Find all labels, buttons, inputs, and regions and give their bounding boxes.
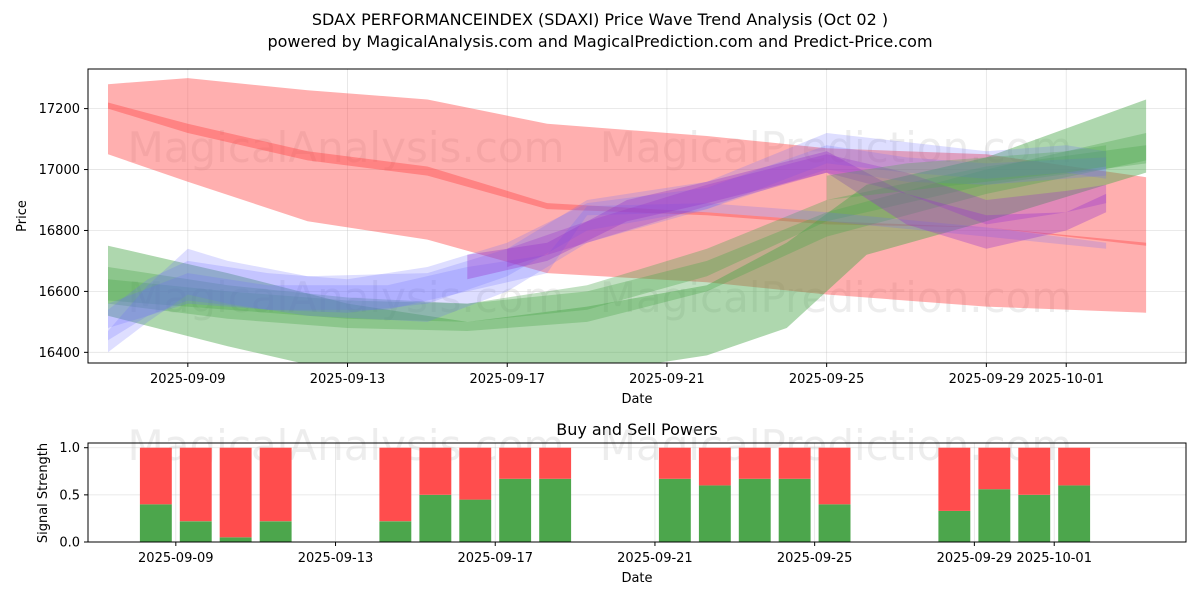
top-x-tick-label: 2025-09-13 xyxy=(310,372,386,387)
top-grid xyxy=(88,69,1186,363)
bottom-y-axis: 0.0 0.5 1.0 xyxy=(59,441,88,551)
sell-bar xyxy=(738,447,771,479)
buy-bar xyxy=(139,504,172,542)
wave-band-green-mid-2 xyxy=(108,145,1147,322)
sell-bar xyxy=(938,447,971,511)
bottom-x-tick-label: 2025-10-01 xyxy=(1016,551,1092,566)
wave-band-blue-1 xyxy=(108,133,1107,353)
bottom-y-tick-label: 1.0 xyxy=(59,441,80,456)
sell-bar xyxy=(1058,447,1091,486)
top-y-axis-label: Price xyxy=(15,200,30,232)
bottom-x-tick-label: 2025-09-17 xyxy=(457,551,533,566)
band-group xyxy=(108,78,1147,363)
buy-bar xyxy=(419,494,452,542)
buy-bar xyxy=(738,478,771,542)
top-x-axis-label: Date xyxy=(621,392,652,407)
top-x-tick-label: 2025-09-29 xyxy=(949,372,1025,387)
top-y-tick-label: 16600 xyxy=(39,285,80,300)
bottom-y-axis-label: Signal Strength xyxy=(36,443,51,543)
buy-bar xyxy=(938,510,971,542)
wave-band-blue-3 xyxy=(108,203,1107,328)
wave-band-purple-1 xyxy=(467,151,1107,280)
sell-bar xyxy=(139,447,172,505)
bottom-chart-title: Buy and Sell Powers xyxy=(556,420,718,439)
top-x-tick-label: 2025-09-17 xyxy=(469,372,545,387)
buy-bar xyxy=(1058,485,1091,542)
top-watermarks: MagicalAnalysis.com MagicalPrediction.co… xyxy=(128,123,1073,322)
buy-sell-bars xyxy=(139,447,1091,542)
sell-bar xyxy=(778,447,811,479)
bottom-x-tick-label: 2025-09-13 xyxy=(298,551,374,566)
sell-bar xyxy=(978,447,1011,490)
wave-band-green-mid-1 xyxy=(108,133,1147,331)
sell-bar xyxy=(219,447,252,538)
buy-bar xyxy=(658,478,691,542)
top-y-axis: 16400 16600 16800 17000 17200 xyxy=(39,102,88,361)
top-y-tick-label: 16400 xyxy=(39,346,80,361)
top-y-tick-label: 16800 xyxy=(39,224,80,239)
bottom-x-tick-label: 2025-09-29 xyxy=(937,551,1013,566)
sell-bar xyxy=(698,447,731,486)
chart-title-line1: SDAX PERFORMANCEINDEX (SDAXI) Price Wave… xyxy=(312,10,888,29)
buy-bar xyxy=(778,478,811,542)
bottom-x-tick-label: 2025-09-21 xyxy=(617,551,693,566)
top-x-tick-label: 2025-10-01 xyxy=(1028,372,1104,387)
sell-bar xyxy=(499,447,532,479)
sell-bar xyxy=(818,447,851,505)
buy-bar xyxy=(978,489,1011,542)
sell-bar xyxy=(419,447,452,495)
buy-bar xyxy=(179,521,212,542)
bottom-plot-frame xyxy=(87,442,1187,543)
buy-bar xyxy=(379,521,412,542)
sell-bar xyxy=(1018,447,1051,495)
wave-band-red-wide-2 xyxy=(108,102,1147,313)
price-wave-bands xyxy=(108,78,1147,363)
wave-band-red-wide-1 xyxy=(108,78,1147,246)
buy-bar xyxy=(1018,494,1051,542)
wave-band-purple-2 xyxy=(507,154,1107,267)
bottom-x-tick-label: 2025-09-25 xyxy=(777,551,853,566)
top-plot-frame xyxy=(87,68,1187,364)
top-x-tick-label: 2025-09-25 xyxy=(789,372,865,387)
wave-band-green-low xyxy=(108,99,1147,363)
buy-bar xyxy=(499,478,532,542)
top-y-tick-label: 17000 xyxy=(39,163,80,178)
buy-bar xyxy=(539,478,572,542)
watermark-right-2: MagicalPrediction.com xyxy=(600,273,1073,322)
sell-bar xyxy=(539,447,572,479)
wave-band-blue-2 xyxy=(108,145,1107,341)
top-x-tick-label: 2025-09-09 xyxy=(150,372,226,387)
sell-bar xyxy=(179,447,212,522)
watermark-right: MagicalPrediction.com xyxy=(600,123,1073,172)
top-y-tick-label: 17200 xyxy=(39,102,80,117)
top-x-axis: 2025-09-09 2025-09-13 2025-09-17 2025-09-21… xyxy=(150,363,1104,387)
buy-bar xyxy=(818,504,851,542)
sell-bar xyxy=(379,447,412,522)
buy-bar xyxy=(698,485,731,542)
sell-bar xyxy=(459,447,492,500)
buy-bar xyxy=(219,537,252,542)
sell-bar xyxy=(658,447,691,479)
buy-bar xyxy=(459,499,492,542)
bottom-x-tick-label: 2025-09-09 xyxy=(138,551,214,566)
bottom-x-axis-label: Date xyxy=(621,571,652,586)
watermark-left: MagicalAnalysis.com xyxy=(128,123,565,172)
bottom-x-axis: 2025-09-09 2025-09-13 2025-09-17 2025-09-21… xyxy=(138,542,1092,566)
wave-band-olive-1 xyxy=(826,145,1107,200)
buy-bar xyxy=(259,521,292,542)
bottom-y-tick-label: 0.0 xyxy=(59,536,80,551)
watermark-left-2: MagicalAnalysis.com xyxy=(128,273,565,322)
bottom-y-tick-label: 0.5 xyxy=(59,488,80,503)
chart-title-line2: powered by MagicalAnalysis.com and Magic… xyxy=(267,32,932,51)
top-x-tick-label: 2025-09-21 xyxy=(629,372,705,387)
sell-bar xyxy=(259,447,292,522)
